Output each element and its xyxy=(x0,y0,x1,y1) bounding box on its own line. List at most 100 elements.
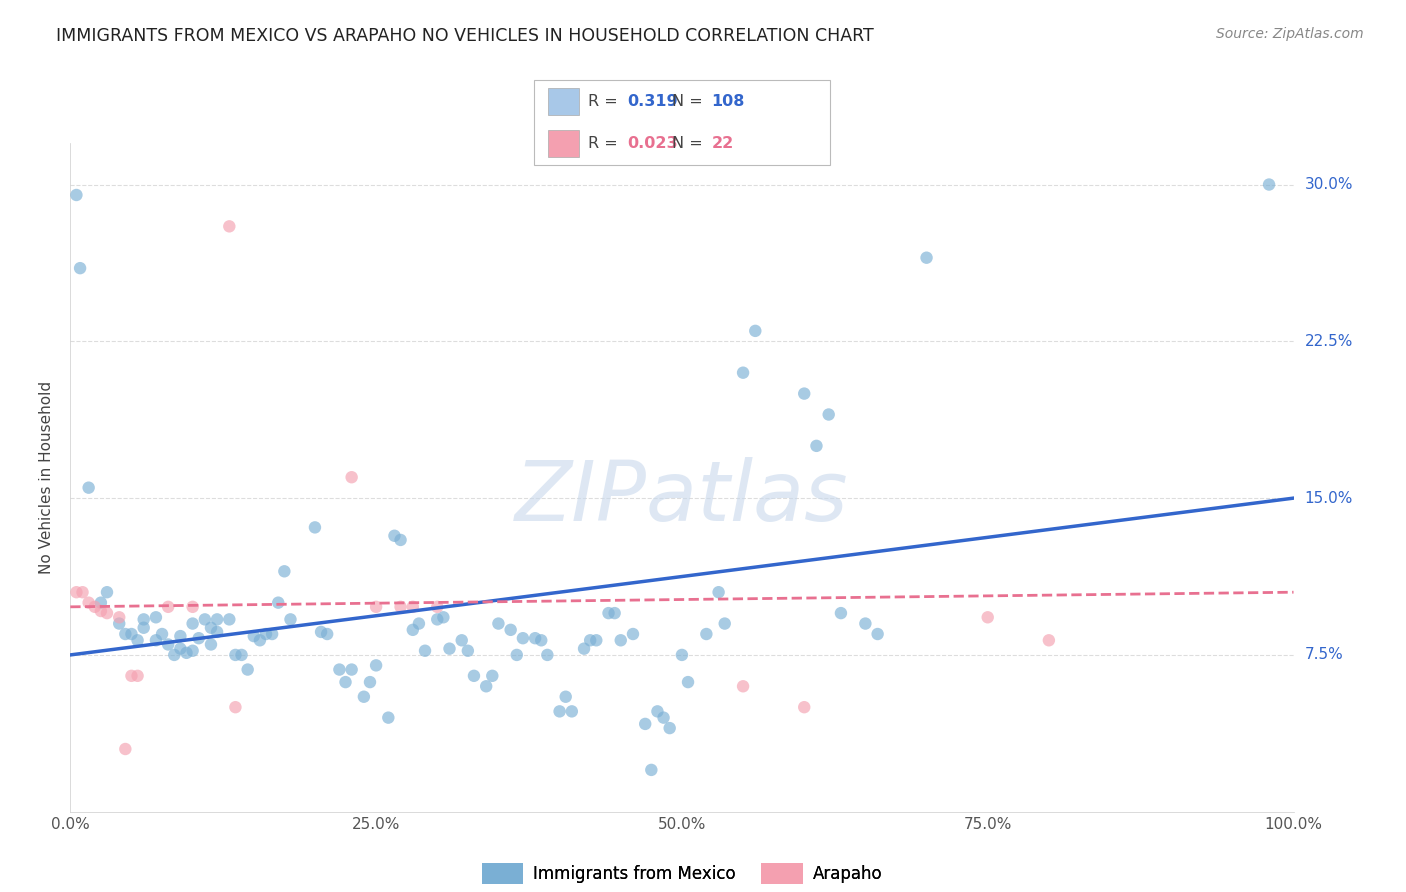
Point xyxy=(218,612,240,626)
Point xyxy=(205,612,228,626)
Point xyxy=(499,623,522,637)
Y-axis label: No Vehicles in Household: No Vehicles in Household xyxy=(39,381,55,574)
Point xyxy=(96,585,118,599)
Point xyxy=(1258,178,1281,192)
Point xyxy=(72,585,94,599)
Point xyxy=(77,481,100,495)
Text: 7.5%: 7.5% xyxy=(1305,648,1343,663)
Point xyxy=(413,644,436,658)
Point xyxy=(366,658,388,673)
Point xyxy=(218,219,240,234)
Point xyxy=(530,633,553,648)
Point xyxy=(475,679,498,693)
Point xyxy=(463,669,485,683)
Point xyxy=(744,324,766,338)
Text: R =: R = xyxy=(588,136,623,152)
Point xyxy=(481,669,503,683)
Point xyxy=(157,637,180,651)
Point xyxy=(231,648,253,662)
Point xyxy=(121,669,143,683)
Point xyxy=(114,627,136,641)
Point xyxy=(200,621,222,635)
Point xyxy=(915,251,938,265)
Point xyxy=(976,610,998,624)
Point xyxy=(488,616,510,631)
Point xyxy=(524,631,547,645)
Text: 0.319: 0.319 xyxy=(627,94,678,109)
Point xyxy=(83,599,105,614)
Text: 15.0%: 15.0% xyxy=(1305,491,1353,506)
Point xyxy=(384,529,406,543)
Point xyxy=(634,717,657,731)
Text: 22.5%: 22.5% xyxy=(1305,334,1353,349)
Point xyxy=(77,596,100,610)
Point xyxy=(366,599,388,614)
Point xyxy=(121,627,143,641)
Point xyxy=(181,644,204,658)
Point xyxy=(267,596,290,610)
Text: ZIPatlas: ZIPatlas xyxy=(515,457,849,538)
Text: Source: ZipAtlas.com: Source: ZipAtlas.com xyxy=(1216,27,1364,41)
Point xyxy=(389,599,412,614)
Point xyxy=(1038,633,1060,648)
Point xyxy=(610,633,633,648)
Point xyxy=(328,663,350,677)
Point xyxy=(163,648,186,662)
Point xyxy=(340,470,363,484)
Point xyxy=(707,585,730,599)
Point xyxy=(353,690,375,704)
Point xyxy=(335,675,357,690)
Text: 108: 108 xyxy=(711,94,745,109)
Point xyxy=(676,675,699,690)
Point xyxy=(181,599,204,614)
Point xyxy=(866,627,889,641)
Point xyxy=(280,612,302,626)
Point xyxy=(200,637,222,651)
Point xyxy=(548,705,571,719)
Point xyxy=(304,520,326,534)
Point xyxy=(243,629,266,643)
Text: 22: 22 xyxy=(711,136,734,152)
Point xyxy=(793,700,815,714)
Point xyxy=(169,641,191,656)
Point xyxy=(108,610,131,624)
Text: 0.023: 0.023 xyxy=(627,136,678,152)
Point xyxy=(236,663,259,677)
Point xyxy=(224,700,246,714)
Point xyxy=(585,633,607,648)
Point xyxy=(658,721,681,735)
Legend: Immigrants from Mexico, Arapaho: Immigrants from Mexico, Arapaho xyxy=(475,856,889,890)
Point xyxy=(733,679,755,693)
Point xyxy=(652,711,675,725)
Point xyxy=(733,366,755,380)
Point xyxy=(65,585,87,599)
Point xyxy=(145,610,167,624)
Point xyxy=(127,669,149,683)
Point xyxy=(65,188,87,202)
Point xyxy=(647,705,669,719)
Point xyxy=(457,644,479,658)
Point xyxy=(340,663,363,677)
Point xyxy=(96,606,118,620)
Point xyxy=(150,627,173,641)
Point xyxy=(671,648,693,662)
Point xyxy=(145,633,167,648)
Point xyxy=(439,641,461,656)
Point xyxy=(572,641,595,656)
Point xyxy=(169,629,191,643)
Point xyxy=(426,612,449,626)
Point xyxy=(713,616,735,631)
Point xyxy=(157,599,180,614)
Point xyxy=(621,627,644,641)
Point xyxy=(127,633,149,648)
Point xyxy=(855,616,877,631)
Point xyxy=(132,612,155,626)
Point xyxy=(506,648,529,662)
Text: R =: R = xyxy=(588,94,623,109)
Point xyxy=(224,648,246,662)
Point xyxy=(181,616,204,631)
Point xyxy=(603,606,626,620)
Point xyxy=(806,439,828,453)
Point xyxy=(579,633,602,648)
Point xyxy=(309,624,332,639)
